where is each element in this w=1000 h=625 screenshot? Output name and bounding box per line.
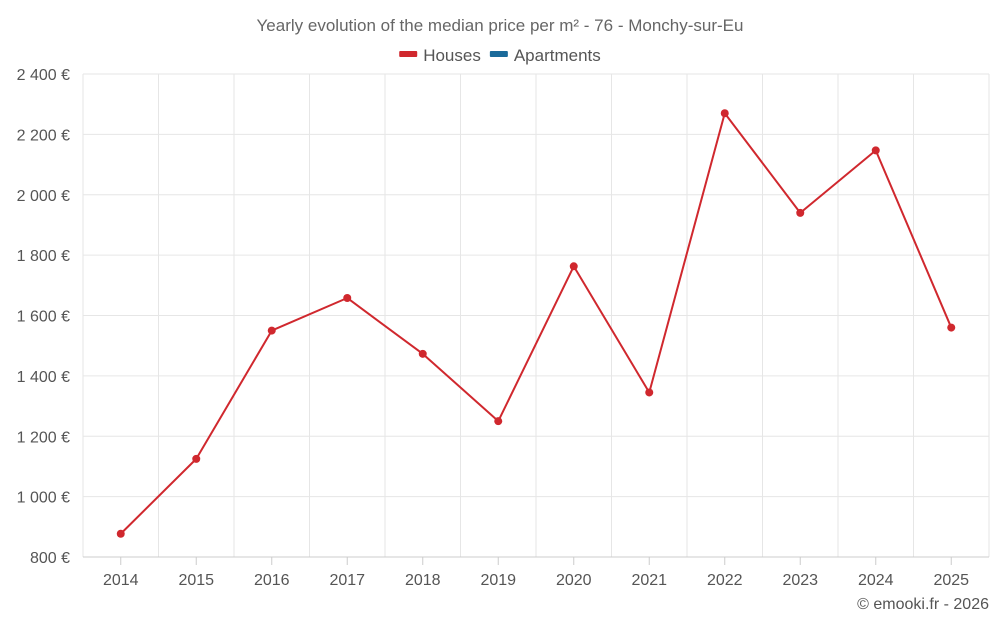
credit-text: © emooki.fr - 2026 [857,596,989,613]
x-tick-label: 2020 [556,572,592,589]
data-point [720,109,729,118]
x-tick-label: 2022 [707,572,743,589]
grid [82,73,990,557]
x-tick-label: 2021 [631,572,667,589]
data-point [645,388,654,397]
data-point [871,146,880,155]
chart-title: Yearly evolution of the median price per… [257,16,744,35]
y-axis-ticks: 800 € 1 000 € 1 200 € 1 400 € 1 600 € 1 800 €… [17,67,70,567]
x-tick-label: 2025 [933,572,969,589]
y-tick-label: 1 200 € [17,429,70,446]
y-tick-label: 2 400 € [17,67,70,84]
legend: Houses Apartments [399,46,601,65]
x-tick-label: 2024 [858,572,894,589]
y-tick-label: 800 € [30,550,70,567]
x-axis-ticks: 2014 2015 2016 2017 2018 2019 2020 2021 2022 2023… [103,572,969,589]
x-tick-label: 2017 [329,572,365,589]
data-point [796,208,805,217]
legend-swatch [489,51,508,57]
y-tick-label: 1 800 € [17,248,70,265]
legend-label: Houses [423,46,481,65]
series-line-houses [120,112,953,535]
y-tick-label: 1 400 € [17,369,70,386]
data-point [494,417,503,426]
x-tick-label: 2014 [103,572,139,589]
data-point [192,454,201,463]
y-tick-label: 1 000 € [17,490,70,507]
data-point [418,349,427,358]
x-tick-label: 2018 [405,572,441,589]
legend-swatch [399,51,418,57]
y-tick-label: 1 600 € [17,309,70,326]
data-point [569,262,578,271]
x-tick-label: 2016 [254,572,290,589]
y-tick-label: 2 000 € [17,188,70,205]
y-tick-label: 2 200 € [17,127,70,144]
data-point [116,529,125,538]
data-point [947,323,956,332]
legend-item-apartments: Apartments [489,46,601,65]
x-tick-label: 2023 [782,572,818,589]
series [116,109,956,538]
data-point [343,293,352,302]
legend-item-houses: Houses [399,46,481,65]
legend-label: Apartments [514,46,601,65]
data-point [267,326,276,335]
x-tick-label: 2019 [480,572,516,589]
x-tick-label: 2015 [178,572,214,589]
axes [83,556,989,565]
